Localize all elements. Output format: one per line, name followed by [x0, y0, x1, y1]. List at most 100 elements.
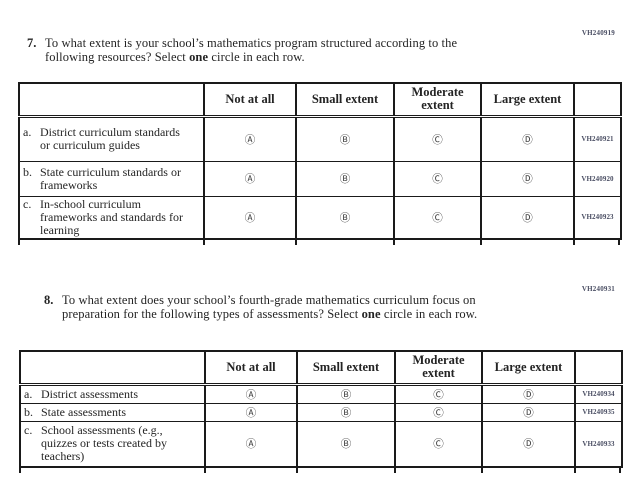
row-letter: a. [24, 386, 33, 401]
option-circle-d[interactable]: Ⓓ [481, 420, 576, 468]
option-circle-c[interactable]: Ⓒ [393, 195, 482, 239]
header-small-extent: Small extent [296, 350, 396, 386]
option-circle-d[interactable]: Ⓓ [480, 115, 575, 162]
option-circle-b[interactable]: Ⓑ [296, 383, 396, 404]
question-7-bold-word: one [189, 50, 209, 64]
header-small-extent: Small extent [295, 82, 395, 118]
row-code: VH240921 [573, 115, 622, 162]
row-code: VH240923 [573, 195, 622, 239]
question-7-text: To what extent is your school’s mathemat… [45, 36, 457, 64]
table-border-stub [619, 466, 621, 473]
table-border-stub [574, 466, 576, 473]
header-row: Not at all Small extent Moderate extent … [19, 350, 623, 386]
option-circle-a[interactable]: Ⓐ [203, 195, 297, 239]
question-8-line1: To what extent does your school’s fourth… [62, 293, 476, 307]
table-border-stub [204, 466, 206, 473]
row-label-cell: b. State curriculum standards or framewor… [18, 160, 205, 197]
question-7-line1: To what extent is your school’s mathemat… [45, 36, 458, 50]
question-7: 7. To what extent is your school’s mathe… [27, 36, 572, 64]
row-letter: b. [23, 164, 32, 179]
row-label-cell: a. District assessments [19, 383, 206, 404]
option-circle-b[interactable]: Ⓑ [295, 160, 395, 197]
header-not-at-all: Not at all [204, 350, 298, 386]
question-8-number: 8. [44, 293, 54, 307]
row-label-cell: c. In-school curriculum frameworks and st… [18, 195, 205, 239]
table-row-c: c. In-school curriculum frameworks and st… [18, 195, 622, 239]
table-border-stub [296, 466, 298, 473]
option-circle-d[interactable]: Ⓓ [480, 195, 575, 239]
header-large-extent: Large extent [480, 82, 575, 118]
option-circle-d[interactable]: Ⓓ [481, 402, 576, 422]
row-label-cell: b. State assessments [19, 402, 206, 422]
row-code: VH240934 [574, 383, 623, 404]
option-circle-d[interactable]: Ⓓ [480, 160, 575, 197]
option-circle-d[interactable]: Ⓓ [481, 383, 576, 404]
option-circle-a[interactable]: Ⓐ [203, 115, 297, 162]
row-code: VH240933 [574, 420, 623, 468]
table-row-a: a. District curriculum standards or curri… [18, 115, 622, 162]
question-7-line2-after: circle in each row. [208, 50, 305, 64]
question-8-table: Not at all Small extent Moderate extent … [19, 350, 623, 468]
question-7-code: VH240919 [581, 29, 615, 37]
option-circle-c[interactable]: Ⓒ [393, 160, 482, 197]
table-border-stub [203, 237, 205, 245]
table-row-c: c. School assessments (e.g., quizzes or t… [19, 420, 623, 468]
question-7-number: 7. [27, 36, 37, 50]
question-7-line2-before: following resources? Select [45, 50, 190, 64]
option-circle-a[interactable]: Ⓐ [204, 420, 298, 468]
question-8-text: To what extent does your school’s fourth… [62, 293, 477, 321]
row-letter: a. [23, 125, 32, 139]
table-border-stub [19, 466, 21, 473]
row-label: District assessments [41, 386, 138, 401]
option-circle-c[interactable]: Ⓒ [394, 383, 483, 404]
header-moderate-extent: Moderate extent [393, 82, 482, 118]
table-border-stub [18, 237, 20, 245]
option-circle-b[interactable]: Ⓑ [295, 115, 395, 162]
header-not-at-all: Not at all [203, 82, 297, 118]
table-border-stub [481, 466, 483, 473]
row-label: State assessments [41, 404, 126, 419]
table-border-stub [480, 237, 482, 245]
header-code-cell [574, 350, 623, 386]
table-row-b: b. State assessments Ⓐ Ⓑ Ⓒ Ⓓ VH240935 [19, 402, 623, 422]
option-circle-a[interactable]: Ⓐ [204, 402, 298, 422]
option-circle-c[interactable]: Ⓒ [393, 115, 482, 162]
row-label: District curriculum standards or curricu… [40, 125, 180, 152]
option-circle-b[interactable]: Ⓑ [296, 420, 396, 468]
question-7-table-wrap: Not at all Small extent Moderate extent … [18, 82, 622, 245]
option-circle-b[interactable]: Ⓑ [295, 195, 395, 239]
question-7-table: Not at all Small extent Moderate extent … [18, 82, 622, 240]
row-label: In-school curriculum frameworks and stan… [40, 196, 183, 237]
row-code: VH240920 [573, 160, 622, 197]
option-circle-a[interactable]: Ⓐ [204, 383, 298, 404]
option-circle-c[interactable]: Ⓒ [394, 420, 483, 468]
table-row-b: b. State curriculum standards or framewor… [18, 160, 622, 197]
table-border-stub [618, 237, 620, 245]
header-row: Not at all Small extent Moderate extent … [18, 82, 622, 118]
question-8-line2-after: circle in each row. [380, 307, 478, 321]
row-label-cell: c. School assessments (e.g., quizzes or t… [19, 420, 206, 468]
header-large-extent: Large extent [481, 350, 576, 386]
table-border-stub [394, 466, 396, 473]
question-8-line2-before: preparation for the following types of a… [62, 307, 362, 321]
table-border-stub [573, 237, 575, 245]
question-8-code: VH240931 [581, 285, 615, 293]
header-empty-cell [19, 350, 206, 386]
option-circle-a[interactable]: Ⓐ [203, 160, 297, 197]
header-empty-cell [18, 82, 205, 118]
row-letter: b. [24, 404, 33, 419]
row-label: School assessments (e.g., quizzes or tes… [41, 423, 167, 464]
row-letter: c. [23, 196, 32, 211]
row-letter: c. [24, 423, 33, 438]
header-moderate-extent: Moderate extent [394, 350, 483, 386]
option-circle-c[interactable]: Ⓒ [394, 402, 483, 422]
question-8-bold-word: one [361, 307, 381, 321]
question-8: 8. To what extent does your school’s fou… [44, 293, 589, 321]
row-label-cell: a. District curriculum standards or curri… [18, 115, 205, 162]
option-circle-b[interactable]: Ⓑ [296, 402, 396, 422]
header-code-cell [573, 82, 622, 118]
table-row-a: a. District assessments Ⓐ Ⓑ Ⓒ Ⓓ VH240934 [19, 383, 623, 404]
row-label: State curriculum standards or frameworks [40, 164, 181, 192]
row-code: VH240935 [574, 402, 623, 422]
